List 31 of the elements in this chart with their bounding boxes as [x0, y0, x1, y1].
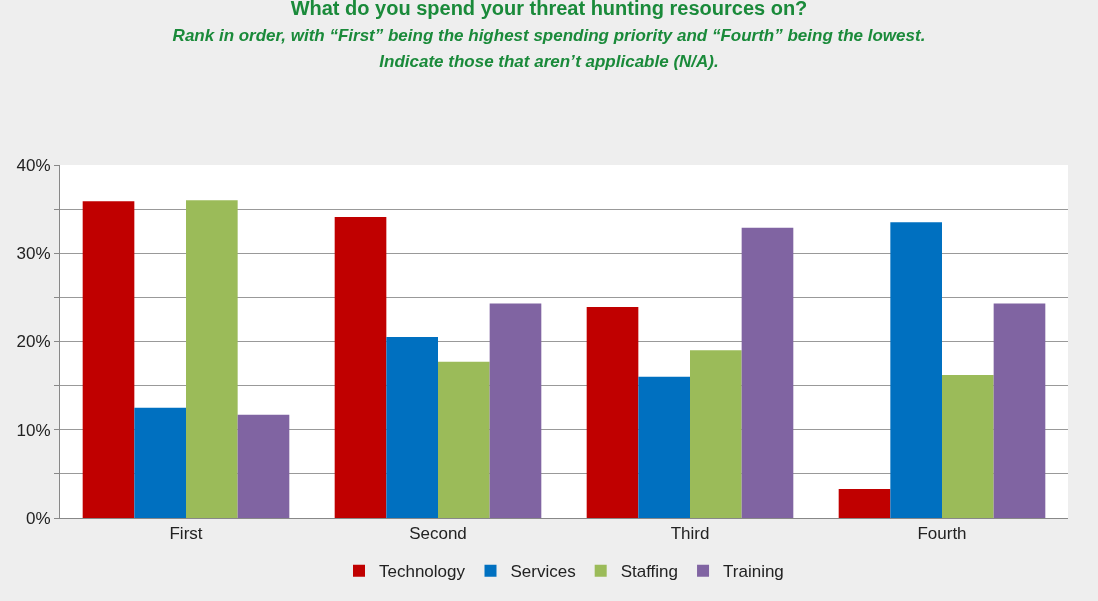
legend-label: Services: [510, 562, 576, 582]
bar: [741, 227, 794, 518]
y-tick-label: 10%: [16, 420, 51, 440]
bar: [690, 350, 742, 518]
bar: [334, 217, 387, 518]
x-tick-label: Second: [409, 524, 467, 544]
bar: [386, 337, 438, 518]
bar: [890, 222, 942, 518]
y-tick-label: 30%: [16, 244, 51, 264]
x-tick-label: First: [169, 524, 203, 544]
chart-subtitle: Rank in order, with “First” being the highest spending priority and “Fourth” being the lowest. Indicate those that aren’t applicable (N/A).: [172, 26, 926, 72]
y-tick-label: 20%: [16, 332, 51, 352]
bar: [942, 375, 994, 518]
bar: [237, 414, 290, 518]
bar: [638, 376, 690, 518]
bar: [993, 303, 1046, 518]
x-tick-label: Third: [670, 524, 710, 544]
legend-label: Staffing: [620, 562, 679, 582]
y-tick-label: 40%: [16, 155, 51, 175]
bar: [82, 201, 135, 518]
legend-label: Technology: [379, 562, 466, 582]
y-tick-label: 0%: [26, 508, 51, 528]
bar: [134, 407, 186, 518]
x-tick-label: Fourth: [917, 524, 967, 544]
legend-label: Training: [723, 562, 784, 582]
bar: [586, 307, 639, 518]
bar: [489, 303, 542, 518]
chart-title: What do you spend your threat hunting resources on?: [290, 0, 808, 20]
bar: [438, 361, 490, 518]
bar: [838, 488, 891, 518]
bar: [186, 200, 238, 518]
